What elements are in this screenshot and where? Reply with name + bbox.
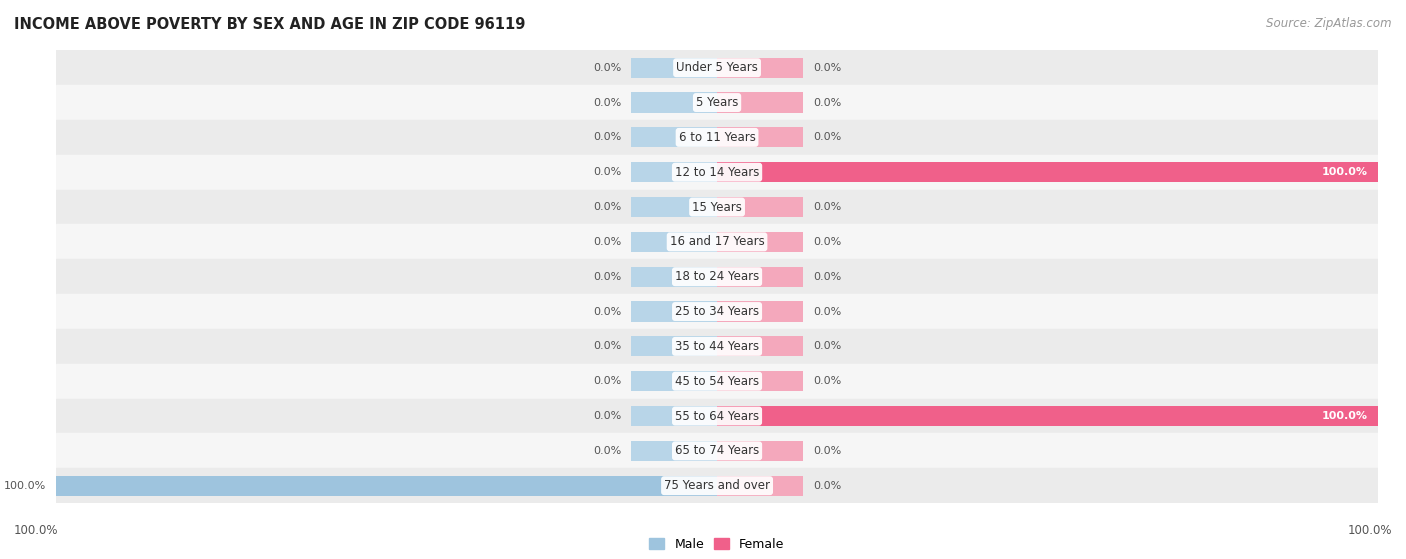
Text: 100.0%: 100.0% bbox=[1322, 411, 1368, 421]
Bar bbox=[631, 406, 717, 426]
Bar bbox=[56, 50, 1378, 85]
Text: 45 to 54 Years: 45 to 54 Years bbox=[675, 375, 759, 388]
Bar bbox=[717, 371, 803, 391]
Text: 100.0%: 100.0% bbox=[1322, 167, 1368, 177]
Bar bbox=[717, 476, 803, 496]
Text: 0.0%: 0.0% bbox=[813, 98, 841, 107]
Bar bbox=[56, 329, 1378, 364]
Text: 55 to 64 Years: 55 to 64 Years bbox=[675, 410, 759, 423]
Bar bbox=[631, 197, 717, 217]
Text: Source: ZipAtlas.com: Source: ZipAtlas.com bbox=[1267, 17, 1392, 30]
Bar bbox=[717, 127, 803, 148]
Bar bbox=[631, 162, 717, 182]
Bar bbox=[56, 468, 1378, 503]
Text: 100.0%: 100.0% bbox=[14, 524, 59, 537]
Text: 0.0%: 0.0% bbox=[813, 342, 841, 352]
Text: 0.0%: 0.0% bbox=[813, 132, 841, 143]
Bar bbox=[631, 92, 717, 113]
Bar bbox=[631, 127, 717, 148]
Legend: Male, Female: Male, Female bbox=[644, 533, 790, 556]
Bar bbox=[56, 433, 1378, 468]
Bar bbox=[56, 120, 1378, 155]
Text: 0.0%: 0.0% bbox=[813, 376, 841, 386]
Text: 0.0%: 0.0% bbox=[813, 63, 841, 73]
Bar bbox=[717, 58, 803, 78]
Text: 25 to 34 Years: 25 to 34 Years bbox=[675, 305, 759, 318]
Text: 0.0%: 0.0% bbox=[593, 306, 621, 316]
Text: 0.0%: 0.0% bbox=[593, 167, 621, 177]
Text: 75 Years and over: 75 Years and over bbox=[664, 479, 770, 492]
Text: 15 Years: 15 Years bbox=[692, 201, 742, 214]
Text: INCOME ABOVE POVERTY BY SEX AND AGE IN ZIP CODE 96119: INCOME ABOVE POVERTY BY SEX AND AGE IN Z… bbox=[14, 17, 526, 32]
Bar bbox=[56, 399, 1378, 433]
Text: 0.0%: 0.0% bbox=[593, 132, 621, 143]
Bar bbox=[717, 267, 803, 287]
Bar bbox=[56, 225, 1378, 259]
Bar bbox=[631, 371, 717, 391]
Bar bbox=[717, 406, 1378, 426]
Text: Under 5 Years: Under 5 Years bbox=[676, 61, 758, 74]
Bar bbox=[56, 190, 1378, 225]
Text: 100.0%: 100.0% bbox=[1347, 524, 1392, 537]
Text: 0.0%: 0.0% bbox=[813, 237, 841, 247]
Bar bbox=[631, 267, 717, 287]
Text: 0.0%: 0.0% bbox=[593, 342, 621, 352]
Text: 0.0%: 0.0% bbox=[813, 202, 841, 212]
Bar bbox=[56, 476, 717, 496]
Text: 0.0%: 0.0% bbox=[593, 237, 621, 247]
Text: 16 and 17 Years: 16 and 17 Years bbox=[669, 235, 765, 248]
Bar bbox=[717, 337, 803, 357]
Text: 0.0%: 0.0% bbox=[813, 481, 841, 491]
Text: 0.0%: 0.0% bbox=[593, 376, 621, 386]
Bar bbox=[631, 440, 717, 461]
Bar bbox=[631, 232, 717, 252]
Text: 18 to 24 Years: 18 to 24 Years bbox=[675, 270, 759, 283]
Bar bbox=[56, 85, 1378, 120]
Bar bbox=[631, 58, 717, 78]
Bar bbox=[56, 364, 1378, 399]
Bar bbox=[717, 197, 803, 217]
Text: 0.0%: 0.0% bbox=[593, 202, 621, 212]
Bar bbox=[631, 301, 717, 321]
Text: 0.0%: 0.0% bbox=[593, 446, 621, 456]
Bar bbox=[717, 162, 1378, 182]
Bar bbox=[56, 294, 1378, 329]
Bar bbox=[56, 259, 1378, 294]
Text: 0.0%: 0.0% bbox=[813, 306, 841, 316]
Text: 5 Years: 5 Years bbox=[696, 96, 738, 109]
Text: 6 to 11 Years: 6 to 11 Years bbox=[679, 131, 755, 144]
Text: 0.0%: 0.0% bbox=[593, 411, 621, 421]
Text: 12 to 14 Years: 12 to 14 Years bbox=[675, 165, 759, 179]
Bar bbox=[717, 301, 803, 321]
Text: 35 to 44 Years: 35 to 44 Years bbox=[675, 340, 759, 353]
Text: 0.0%: 0.0% bbox=[593, 272, 621, 282]
Text: 0.0%: 0.0% bbox=[593, 63, 621, 73]
Text: 65 to 74 Years: 65 to 74 Years bbox=[675, 444, 759, 457]
Text: 0.0%: 0.0% bbox=[593, 98, 621, 107]
Bar bbox=[56, 155, 1378, 190]
Text: 100.0%: 100.0% bbox=[4, 481, 46, 491]
Bar bbox=[717, 92, 803, 113]
Text: 0.0%: 0.0% bbox=[813, 272, 841, 282]
Bar bbox=[717, 440, 803, 461]
Bar bbox=[631, 337, 717, 357]
Bar bbox=[717, 232, 803, 252]
Text: 0.0%: 0.0% bbox=[813, 446, 841, 456]
